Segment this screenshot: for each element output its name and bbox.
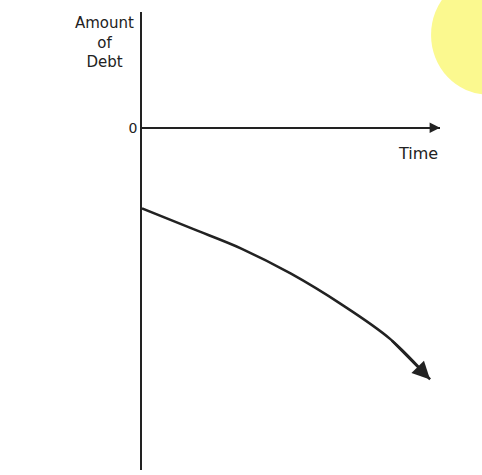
svg-text:Time: Time bbox=[398, 144, 438, 163]
svg-text:AmountofDebt: AmountofDebt bbox=[75, 14, 134, 71]
svg-text:0: 0 bbox=[128, 120, 137, 136]
